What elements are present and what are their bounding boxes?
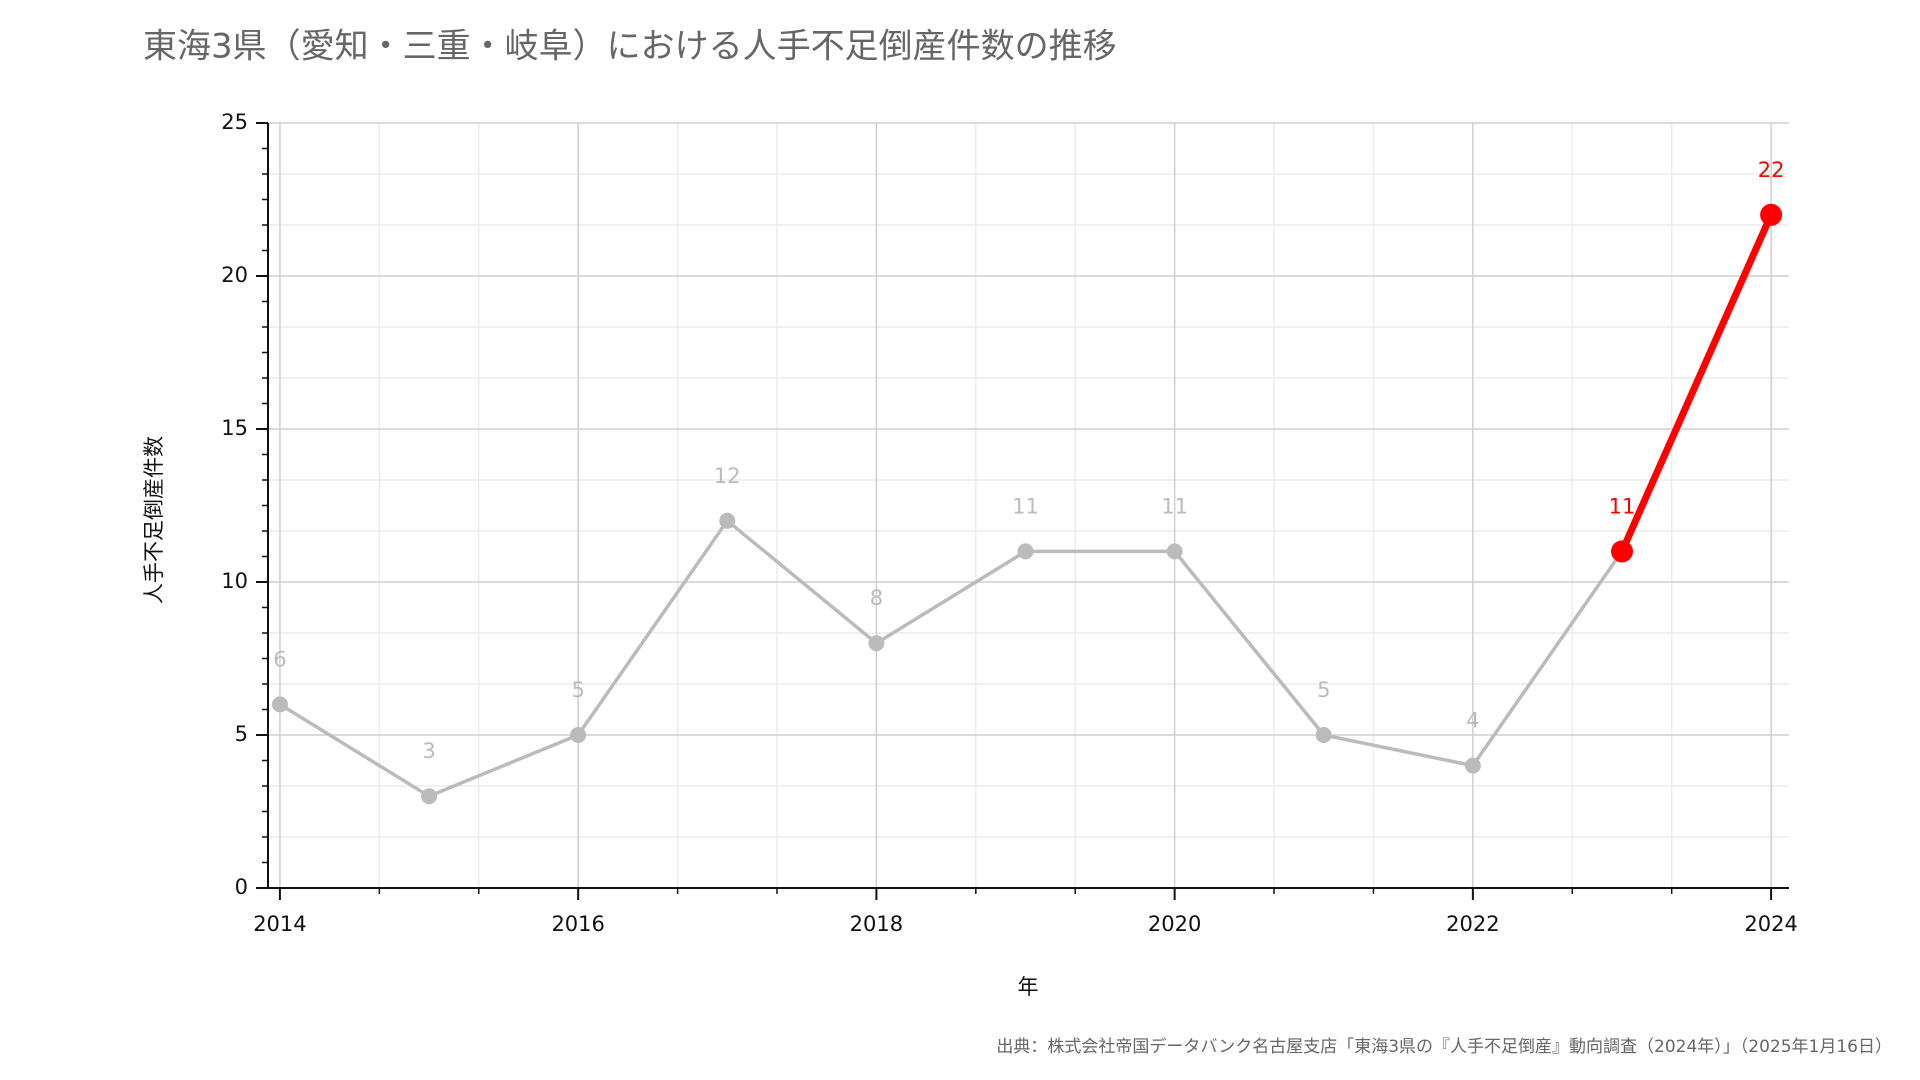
series-line: [1618, 213, 1775, 553]
x-tick-label: 2014: [253, 912, 306, 936]
y-tick-label: 20: [221, 263, 248, 287]
data-label: 3: [422, 739, 435, 763]
x-tick-label: 2018: [850, 912, 903, 936]
data-label: 6: [273, 647, 286, 671]
x-tick-label: 2024: [1744, 912, 1797, 936]
data-point: [1017, 543, 1034, 560]
source-note: 出典：株式会社帝国データバンク名古屋支店「東海3県の『人手不足倒産』動向調査（2…: [996, 1036, 1892, 1057]
data-point: [570, 727, 587, 743]
data-label: 22: [1758, 158, 1785, 182]
data-point: [271, 696, 288, 713]
x-tick-label: 2022: [1446, 912, 1499, 936]
data-point: [1315, 727, 1332, 743]
y-tick-label: 5: [235, 722, 248, 746]
y-tick-label: 25: [221, 110, 248, 134]
data-point: [1464, 757, 1481, 774]
data-point: [1166, 543, 1183, 560]
x-axis-label: 年: [1018, 975, 1039, 999]
data-point: [1760, 203, 1783, 226]
y-axis-label: 人手不足倒産件数: [142, 436, 166, 604]
data-label: 4: [1466, 709, 1479, 733]
x-tick-label: 2020: [1148, 912, 1201, 936]
series-line: [279, 518, 1624, 799]
data-point: [421, 788, 438, 805]
data-label: 5: [571, 678, 584, 702]
y-tick-label: 10: [221, 569, 248, 593]
data-label: 12: [714, 464, 741, 488]
data-point: [719, 512, 736, 529]
data-point: [868, 635, 885, 652]
chart-title: 東海3県（愛知・三重・岐阜）における人手不足倒産件数の推移: [143, 27, 1117, 67]
data-label: 11: [1012, 494, 1039, 518]
data-label: 5: [1317, 678, 1330, 702]
data-label: 11: [1161, 494, 1188, 518]
y-tick-label: 15: [221, 416, 248, 440]
x-tick-label: 2016: [551, 912, 604, 936]
y-tick-label: 0: [235, 875, 248, 899]
data-label: 8: [870, 586, 883, 610]
data-label: 11: [1609, 494, 1636, 518]
data-point: [1610, 540, 1633, 563]
